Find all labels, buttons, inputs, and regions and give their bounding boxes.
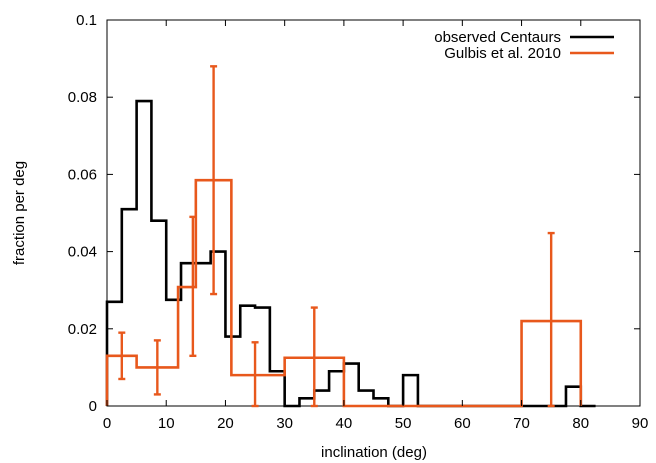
x-tick-label: 70 [513,415,530,432]
x-tick-label: 30 [276,415,293,432]
plot-frame [106,19,641,407]
ticks-layer: 0 10 20 30 40 50 60 70 80 90 0 0.02 0.04 0.06 0.08 0.1 [68,12,649,432]
x-tick-label: 80 [572,415,589,432]
legend: observed Centaurs Gulbis et al. 2010 [434,29,614,62]
legend-label-gulbis: Gulbis et al. 2010 [444,45,561,62]
x-tick-label: 40 [336,415,353,432]
y-axis-label: fraction per deg [11,161,28,265]
x-tick-label: 60 [454,415,471,432]
x-tick-label: 90 [632,415,649,432]
x-tick-label: 10 [158,415,175,432]
y-tick-label: 0.1 [76,12,97,29]
x-tick-label: 20 [217,415,234,432]
y-tick-label: 0 [89,398,97,415]
y-tick-label: 0.02 [68,321,97,338]
series-gulbis [105,178,583,408]
y-tick-label: 0.04 [68,244,97,261]
x-tick-label: 50 [395,415,412,432]
y-tick-label: 0.06 [68,166,97,183]
x-axis-label: inclination (deg) [321,444,427,461]
y-tick-label: 0.08 [68,89,97,106]
plot-border [106,19,641,407]
series-layer [105,65,596,408]
x-tick-label: 0 [103,415,111,432]
legend-label-observed-centaurs: observed Centaurs [434,29,561,46]
